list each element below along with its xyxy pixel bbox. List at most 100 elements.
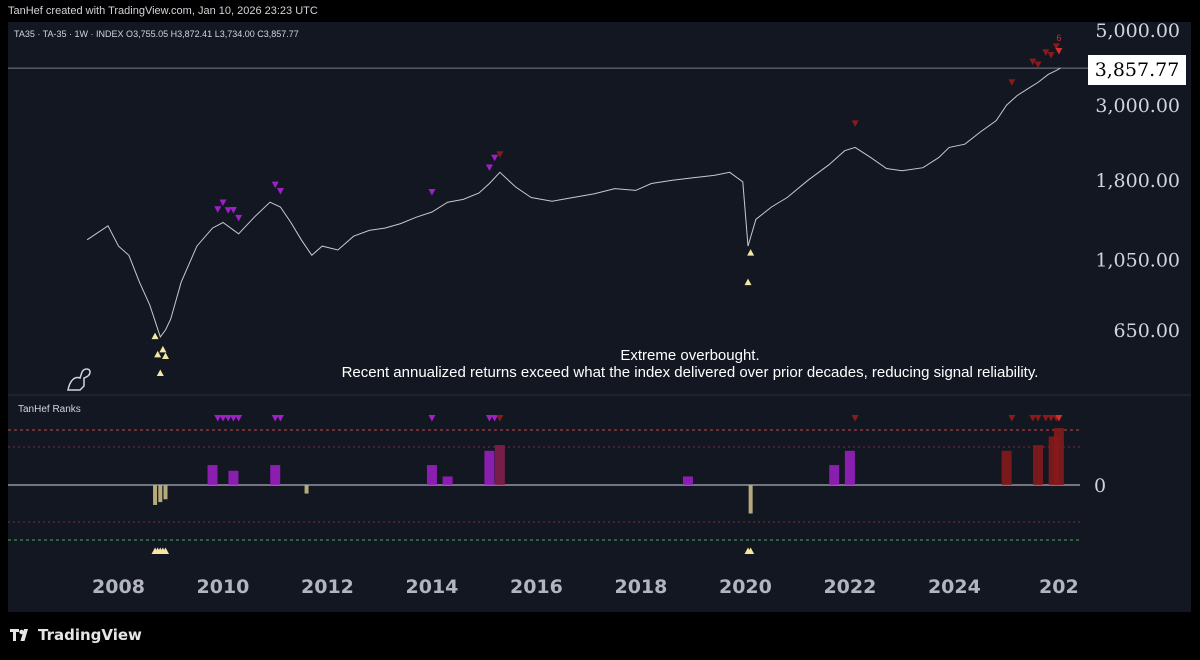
extreme-marker — [1047, 51, 1055, 59]
rank-bar-positive — [228, 470, 239, 485]
rank-bar-positive — [442, 476, 453, 485]
dino-icon — [67, 368, 91, 391]
indicator-top-marker — [428, 415, 436, 422]
x-tick-label: 2014 — [406, 576, 459, 598]
open-label: O — [126, 29, 134, 39]
price-chart[interactable]: 650.00 1,050.00 1,800.00 3,000.00 5,000.00 20… — [0, 0, 1200, 612]
extreme-marker — [1034, 61, 1042, 68]
high-label: H — [170, 29, 178, 39]
annotation-line2: Recent annualized returns exceed what th… — [341, 364, 1039, 381]
extreme-marker — [496, 151, 504, 158]
overbought-marker — [428, 189, 436, 196]
y-tick-label: 5,000.00 — [1095, 20, 1180, 42]
tradingview-wordmark: TradingView — [38, 626, 142, 644]
y-tick-label: 3,000.00 — [1095, 95, 1180, 117]
annotation-line1: Extreme overbought. — [620, 347, 760, 364]
overbought-marker — [214, 206, 222, 213]
x-tick-label: 2018 — [614, 576, 667, 598]
indicator-top-marker — [219, 415, 227, 422]
x-tick-label: 2012 — [301, 576, 354, 598]
bottom-bar — [0, 612, 1200, 660]
y-tick-label: 1,800.00 — [1095, 170, 1180, 192]
rank-bar-positive — [1032, 445, 1043, 485]
rank-bar-positive — [426, 465, 437, 485]
y-tick-label: 650.00 — [1114, 320, 1180, 342]
last-price-tag: 3,857.77 — [1088, 55, 1186, 85]
indicator-top-marker — [485, 415, 493, 422]
rank-bar-positive — [829, 465, 840, 485]
count-label: 6 — [1056, 33, 1061, 43]
rank-bar-negative — [158, 485, 163, 503]
low-label: L — [214, 29, 220, 39]
extreme-marker — [1052, 43, 1060, 50]
indicator-top-marker — [1008, 415, 1016, 422]
overbought-marker — [224, 207, 232, 214]
rank-bar-positive — [207, 465, 218, 485]
close-label: C — [257, 29, 264, 39]
low-value: 3,734.00 — [219, 29, 255, 39]
x-tick-label: 2020 — [719, 576, 772, 598]
indicator-name: TanHef Ranks — [18, 404, 81, 415]
rank-bar-positive — [1001, 450, 1012, 485]
oversold-marker — [151, 332, 159, 340]
rank-bar-positive — [494, 445, 505, 485]
extreme-marker — [1042, 49, 1050, 56]
x-tick-label: 2024 — [928, 576, 981, 598]
indicator-top-marker — [229, 415, 237, 422]
indicator-top-marker — [235, 415, 243, 422]
indicator-top-marker — [276, 415, 284, 422]
indicator-top-marker — [214, 415, 222, 422]
overbought-marker — [271, 181, 279, 189]
symbol-legend: TA35 · TA-35 · 1W · INDEX O3,755.05 H3,8… — [14, 29, 299, 39]
price-series-line — [86, 67, 1061, 338]
symbol-info: TA35 · TA-35 · 1W · INDEX — [14, 29, 124, 39]
indicator-top-marker — [1034, 415, 1042, 422]
rank-bar-negative — [153, 485, 158, 505]
overbought-marker — [276, 188, 284, 195]
rank-bar-positive — [484, 450, 495, 485]
rank-bar-negative — [304, 485, 309, 494]
extreme-marker — [1008, 79, 1016, 86]
chart-frame — [8, 22, 1191, 612]
overbought-marker — [229, 206, 237, 214]
rank-bar-negative — [163, 485, 168, 500]
oversold-marker — [156, 369, 164, 376]
oversold-marker — [162, 352, 170, 359]
indicator-bottom-marker — [747, 547, 755, 554]
oversold-marker — [154, 350, 162, 358]
close-value: 3,857.77 — [263, 29, 299, 39]
indicator-top-marker — [1055, 415, 1063, 422]
tradingview-logo[interactable]: TradingView — [10, 626, 142, 644]
x-tick-label: 2008 — [92, 576, 145, 598]
indicator-top-marker — [1029, 415, 1037, 422]
open-value: 3,755.05 — [133, 29, 169, 39]
indicator-top-marker — [851, 415, 859, 422]
high-value: 3,872.41 — [177, 29, 213, 39]
indicator-top-marker — [1047, 415, 1055, 422]
rank-bar-positive — [270, 465, 281, 485]
indicator-top-marker — [224, 415, 232, 422]
y-tick-label: 1,050.00 — [1095, 249, 1180, 271]
rank-bar-negative — [748, 485, 753, 514]
indicator-top-marker — [271, 415, 279, 422]
indicator-top-marker — [1042, 415, 1050, 422]
rank-bar-positive — [844, 450, 855, 485]
x-tick-label: 2010 — [197, 576, 250, 598]
indicator-top-marker — [496, 415, 504, 422]
oversold-marker — [159, 345, 167, 353]
indicator-zero-label: 0 — [1094, 475, 1106, 497]
created-text: TanHef created with TradingView.com, Jan… — [8, 5, 318, 17]
oversold-marker — [747, 249, 755, 256]
extreme-marker — [851, 120, 859, 127]
x-tick-label: 202 — [1039, 576, 1079, 598]
top-bar: TanHef created with TradingView.com, Jan… — [0, 0, 1200, 22]
extreme-marker — [1029, 58, 1037, 66]
indicator-top-marker — [491, 415, 499, 422]
oversold-marker — [744, 278, 752, 286]
overbought-marker — [485, 164, 493, 172]
indicator-bottom-marker — [162, 547, 170, 554]
rank-bar-positive — [1048, 436, 1059, 485]
x-tick-label: 2022 — [823, 576, 876, 598]
tradingview-logo-icon — [10, 629, 28, 641]
overbought-marker — [219, 199, 227, 207]
